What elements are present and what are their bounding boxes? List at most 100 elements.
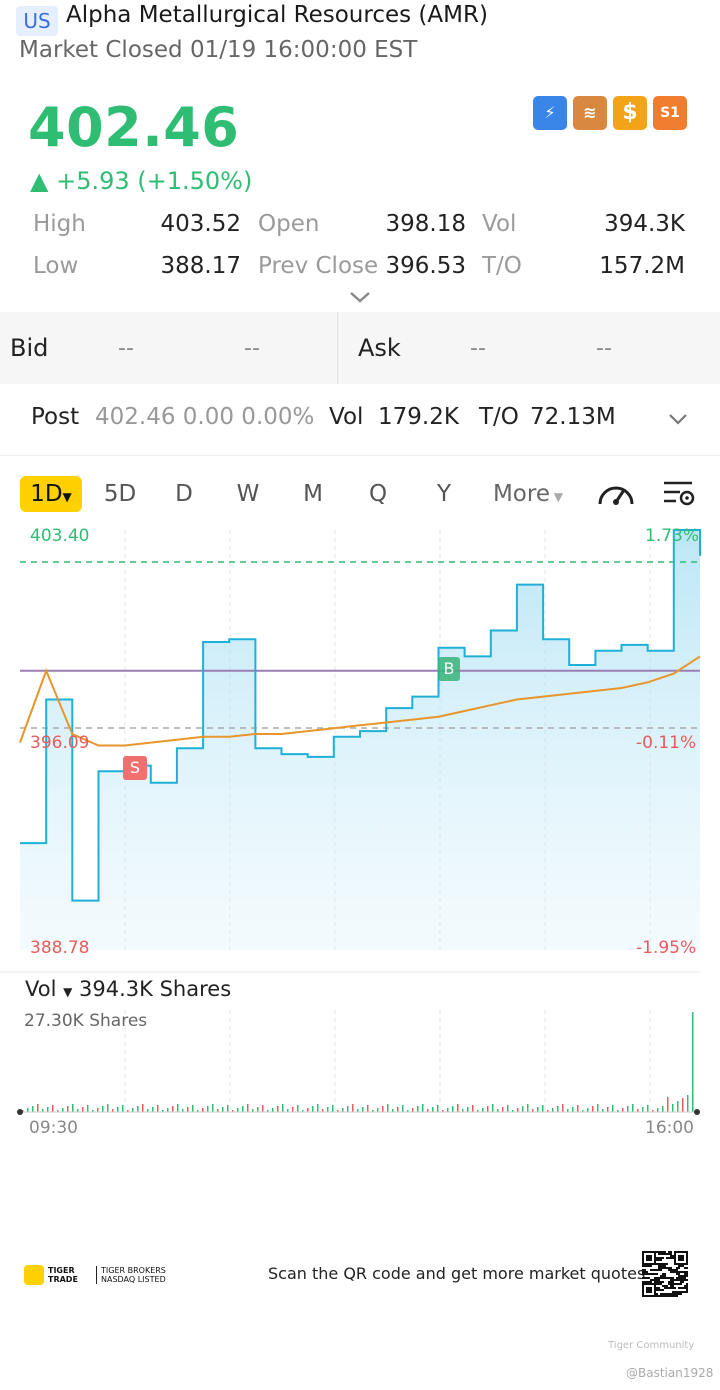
tab-1d[interactable]: 1D▼ (20, 476, 82, 512)
post-vol-label: Vol (329, 404, 364, 430)
volume-bar (147, 1109, 149, 1112)
volume-bar (457, 1104, 459, 1112)
sell-marker[interactable]: S (123, 756, 147, 780)
volume-start-dot (17, 1109, 23, 1115)
volume-bar (357, 1109, 359, 1112)
volume-bar (257, 1107, 259, 1112)
volume-bar (162, 1110, 164, 1112)
ask-size: -- (596, 336, 612, 361)
volume-bar (432, 1107, 434, 1112)
volume-bar (397, 1107, 399, 1112)
volume-bar (607, 1107, 609, 1112)
volume-bar (487, 1106, 489, 1112)
volume-bar (462, 1109, 464, 1112)
pct-axis-mid: -0.11% (636, 733, 697, 753)
volume-bar (502, 1107, 504, 1112)
volume-bar (642, 1107, 644, 1112)
volume-bar (67, 1106, 69, 1112)
volume-bar (212, 1104, 214, 1112)
volume-bar (227, 1105, 229, 1112)
volume-end-dot (694, 1109, 700, 1115)
volume-bar (492, 1104, 494, 1112)
stat-label-low: Low (33, 253, 79, 279)
chevron-down-icon[interactable] (348, 290, 372, 304)
volume-bar (622, 1108, 624, 1112)
volume-bar (82, 1107, 84, 1112)
volume-bar (307, 1108, 309, 1112)
volume-bar (627, 1106, 629, 1112)
volume-bar (207, 1106, 209, 1112)
volume-bar (362, 1107, 364, 1112)
volume-bar (287, 1109, 289, 1112)
volume-bar (157, 1105, 159, 1112)
s1-icon[interactable]: S1 (653, 96, 687, 130)
stock-title: Alpha Metallurgical Resources (AMR) (66, 2, 488, 28)
volume-bar (377, 1108, 379, 1112)
volume-selector[interactable]: Vol ▼ 394.3K Shares (25, 977, 232, 1001)
stack-a-icon[interactable]: ≋ (573, 96, 607, 130)
volume-bar (342, 1108, 344, 1112)
volume-bar (477, 1110, 479, 1112)
buy-marker[interactable]: B (438, 657, 460, 681)
volume-bar (192, 1105, 194, 1112)
chart-settings-icon[interactable] (662, 478, 696, 508)
lightning-level1-icon[interactable]: ⚡ (533, 96, 567, 130)
stat-value-open: 398.18 (385, 211, 466, 237)
price-axis-low: 388.78 (30, 938, 90, 958)
volume-bar (352, 1104, 354, 1112)
volume-bar (392, 1109, 394, 1112)
tab-day[interactable]: D (175, 481, 193, 507)
volume-bar (527, 1104, 529, 1112)
volume-bar (167, 1108, 169, 1112)
intraday-chart[interactable] (0, 520, 720, 1140)
dollar-icon[interactable]: $ (613, 96, 647, 130)
tab-month[interactable]: M (303, 481, 323, 507)
volume-bar (602, 1109, 604, 1112)
volume-bar (652, 1110, 654, 1112)
volume-bar (132, 1108, 134, 1112)
tab-more[interactable]: More ▼ (492, 481, 564, 507)
volume-bar (122, 1105, 124, 1112)
volume-bar (232, 1110, 234, 1112)
volume-bar (617, 1110, 619, 1112)
volume-bar (382, 1106, 384, 1112)
volume-bar (452, 1106, 454, 1112)
volume-bar (267, 1110, 269, 1112)
volume-bar (77, 1109, 79, 1112)
post-price-change: 402.46 0.00 0.00% (95, 404, 315, 430)
volume-bar (612, 1105, 614, 1112)
tab-5d[interactable]: 5D (103, 481, 137, 507)
chevron-down-icon[interactable] (668, 413, 688, 425)
gauge-icon[interactable] (596, 478, 636, 508)
volume-bar (347, 1106, 349, 1112)
bid-label: Bid (10, 334, 49, 362)
volume-bar (407, 1110, 409, 1112)
time-end: 16:00 (645, 1118, 694, 1138)
stat-value-vol: 394.3K (604, 211, 685, 237)
volume-bar (657, 1108, 659, 1112)
volume-bar (37, 1104, 39, 1112)
volume-bar (182, 1109, 184, 1112)
tab-week[interactable]: W (236, 481, 260, 507)
volume-bar (292, 1107, 294, 1112)
time-start: 09:30 (29, 1118, 78, 1138)
post-turnover-value: 72.13M (530, 404, 616, 430)
volume-bar (372, 1110, 374, 1112)
volume-bar (552, 1108, 554, 1112)
volume-bar (142, 1104, 144, 1112)
qr-code[interactable] (642, 1251, 688, 1297)
post-market-row[interactable]: Post 402.46 0.00 0.00% Vol 179.2K T/O 72… (0, 384, 720, 456)
volume-total: 394.3K Shares (79, 977, 232, 1001)
volume-bar (647, 1105, 649, 1112)
volume-bar (42, 1109, 44, 1112)
volume-bar (387, 1104, 389, 1112)
tab-year[interactable]: Y (436, 481, 452, 507)
volume-bar (57, 1110, 59, 1112)
tab-quarter[interactable]: Q (368, 481, 388, 507)
volume-bar (532, 1109, 534, 1112)
community-watermark: Tiger Community (608, 1340, 695, 1351)
stat-label-high: High (33, 211, 86, 237)
pct-axis-low: -1.95% (636, 938, 697, 958)
volume-bar (367, 1105, 369, 1112)
volume-bar (252, 1109, 254, 1112)
